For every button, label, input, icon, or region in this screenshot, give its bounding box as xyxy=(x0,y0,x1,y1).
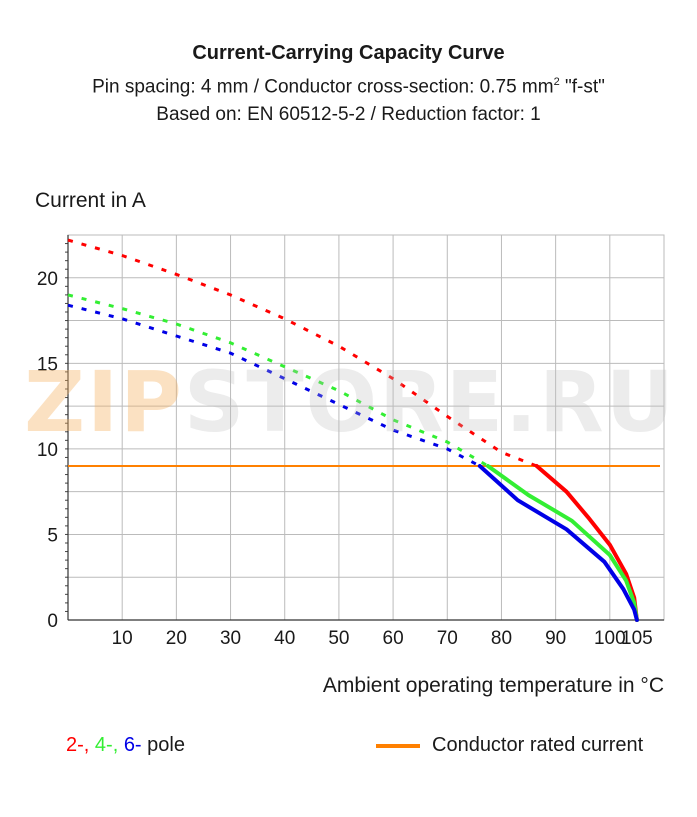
x-tick-label: 105 xyxy=(621,628,653,649)
plot-frame xyxy=(67,234,665,621)
series-4pole-solid xyxy=(485,464,639,622)
legend-pole-4: 4-, xyxy=(94,734,119,756)
x-tick-label: 90 xyxy=(545,628,566,649)
legend-rated-swatch xyxy=(376,743,420,748)
x-tick-label: 10 xyxy=(112,628,133,649)
series-2pole-dotted xyxy=(67,238,538,468)
legend-pole: 2-, 4-, 6- pole xyxy=(66,734,185,757)
legend-rated-label: Conductor rated current xyxy=(432,734,644,756)
series-6pole-solid xyxy=(477,464,639,622)
x-tick-label: 80 xyxy=(491,628,512,649)
chart-subtitle-2: Based on: EN 60512-5-2 / Reduction facto… xyxy=(156,104,541,126)
legend-rated: Conductor rated current xyxy=(376,734,643,757)
subtitle-1-prefix: Pin spacing: 4 mm / Conductor cross-sect… xyxy=(92,76,554,98)
y-tick-label: 15 xyxy=(37,354,58,375)
x-tick-label: 70 xyxy=(437,628,458,649)
chart-subtitle-1: Pin spacing: 4 mm / Conductor cross-sect… xyxy=(0,68,697,101)
chart-title: Current-Carrying Capacity Curve xyxy=(192,42,505,64)
chart-title-block: Current-Carrying Capacity Curve Pin spac… xyxy=(0,38,697,129)
x-tick-label: 40 xyxy=(274,628,295,649)
legend-pole-suffix: pole xyxy=(141,734,185,756)
x-tick-label: 60 xyxy=(383,628,404,649)
y-tick-label: 20 xyxy=(37,269,58,290)
series-4pole-dotted xyxy=(67,293,489,468)
series-2pole-solid xyxy=(534,464,639,622)
x-tick-label: 50 xyxy=(328,628,349,649)
x-tick-label: 100 xyxy=(594,628,626,649)
legend-pole-2: 2-, xyxy=(66,734,90,756)
y-tick-label: 0 xyxy=(47,611,58,632)
x-tick-label: 20 xyxy=(166,628,187,649)
y-tick-label: 10 xyxy=(37,440,58,461)
subtitle-1-sup: 2 xyxy=(553,76,560,88)
x-tick-label: 30 xyxy=(220,628,241,649)
legend-pole-6: 6- xyxy=(123,734,142,756)
y-tick-label: 5 xyxy=(47,525,58,546)
y-axis-label: Current in A xyxy=(35,189,146,212)
series-6pole-dotted xyxy=(67,303,481,468)
x-axis-label: Ambient operating temperature in °C xyxy=(323,674,664,697)
subtitle-1-suffix: "f-st" xyxy=(559,76,605,98)
